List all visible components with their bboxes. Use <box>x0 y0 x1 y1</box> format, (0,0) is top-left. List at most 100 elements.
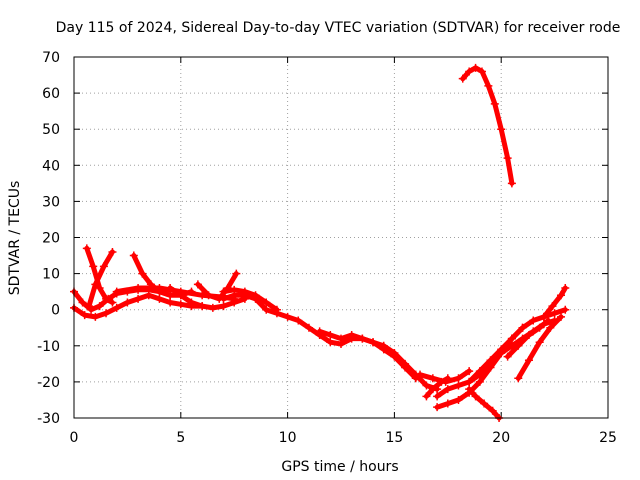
data-point <box>134 284 143 293</box>
y-tick-label: -30 <box>37 411 60 427</box>
data-point <box>166 284 175 293</box>
data-point <box>546 323 555 332</box>
data-point <box>232 269 241 278</box>
data-point <box>219 294 228 303</box>
data-point <box>514 374 523 383</box>
data-point <box>219 287 228 296</box>
y-tick-label: 60 <box>42 86 60 102</box>
data-point <box>230 285 239 294</box>
data-point <box>84 302 93 311</box>
data-point <box>240 287 249 296</box>
y-tick-label: -10 <box>37 339 60 355</box>
data-point <box>176 300 185 309</box>
data-point <box>548 302 557 311</box>
y-tick-label: 40 <box>42 158 60 174</box>
y-tick-label: 30 <box>42 194 60 210</box>
data-point <box>535 323 544 332</box>
data-point <box>503 352 512 361</box>
data-point <box>219 302 228 311</box>
data-point <box>134 294 143 303</box>
x-tick-label: 25 <box>599 430 617 446</box>
data-point <box>480 399 489 408</box>
data-point <box>465 367 474 376</box>
data-point <box>347 330 356 339</box>
data-point <box>484 81 493 90</box>
data-point <box>166 291 175 300</box>
data-point <box>471 63 480 72</box>
x-tick-label: 20 <box>492 430 510 446</box>
data-point <box>443 399 452 408</box>
series-line-track-20 <box>541 285 568 320</box>
data-series <box>70 63 570 422</box>
x-tick-label: 10 <box>279 430 297 446</box>
data-point <box>91 280 100 289</box>
data-point <box>477 67 486 76</box>
series-line-track-11 <box>317 328 419 381</box>
data-point <box>535 338 544 347</box>
data-point <box>465 385 474 394</box>
data-point <box>166 298 175 307</box>
data-point <box>326 338 335 347</box>
data-point <box>155 284 164 293</box>
data-point <box>283 312 292 321</box>
data-point <box>337 334 345 343</box>
data-point <box>123 298 132 307</box>
data-point <box>529 316 538 325</box>
data-point <box>304 323 313 332</box>
data-point <box>443 385 452 394</box>
data-point <box>507 179 516 188</box>
plot-frame <box>73 56 609 419</box>
data-point <box>465 377 474 386</box>
data-point <box>112 303 121 312</box>
data-point <box>544 316 553 325</box>
data-point <box>401 363 410 372</box>
data-point <box>198 302 207 311</box>
data-point <box>112 287 121 296</box>
data-point <box>108 247 117 256</box>
data-point <box>428 385 437 394</box>
data-point <box>129 251 138 260</box>
data-point <box>539 312 548 321</box>
data-point <box>251 291 260 300</box>
data-point <box>458 74 467 83</box>
data-point <box>208 303 217 312</box>
data-point <box>454 395 463 404</box>
chart-title: Day 115 of 2024, Sidereal Day-to-day VTE… <box>56 20 621 36</box>
data-point <box>437 377 446 386</box>
data-point <box>454 381 463 390</box>
data-point <box>557 291 566 300</box>
data-point <box>416 370 425 379</box>
y-tick-label: 20 <box>42 231 60 247</box>
axis-ticks: 0 5 10 15 20 25 -30 -20 -10 0 10 20 30 40 50 60 70 <box>37 50 617 446</box>
data-point <box>561 305 570 314</box>
data-point <box>465 67 474 76</box>
data-point <box>497 125 506 134</box>
data-point <box>557 312 566 321</box>
data-point <box>550 309 559 318</box>
data-point <box>490 99 499 108</box>
data-point <box>486 363 495 372</box>
data-point <box>187 298 196 307</box>
data-point <box>358 334 367 343</box>
data-point <box>433 392 442 401</box>
data-point <box>411 374 420 383</box>
data-point <box>138 269 147 278</box>
data-point <box>433 403 442 412</box>
data-point <box>230 298 239 307</box>
y-tick-label: 50 <box>42 122 60 138</box>
data-point <box>379 345 388 354</box>
data-point <box>204 291 213 300</box>
data-point <box>507 334 516 343</box>
data-point <box>82 244 91 253</box>
data-point <box>262 305 271 314</box>
y-tick-label: 0 <box>51 303 60 319</box>
data-point <box>518 323 527 332</box>
data-point <box>102 309 111 318</box>
data-point <box>99 262 108 271</box>
x-tick-label: 5 <box>176 430 185 446</box>
data-point <box>89 262 98 271</box>
data-point <box>326 330 335 339</box>
data-point <box>524 356 533 365</box>
